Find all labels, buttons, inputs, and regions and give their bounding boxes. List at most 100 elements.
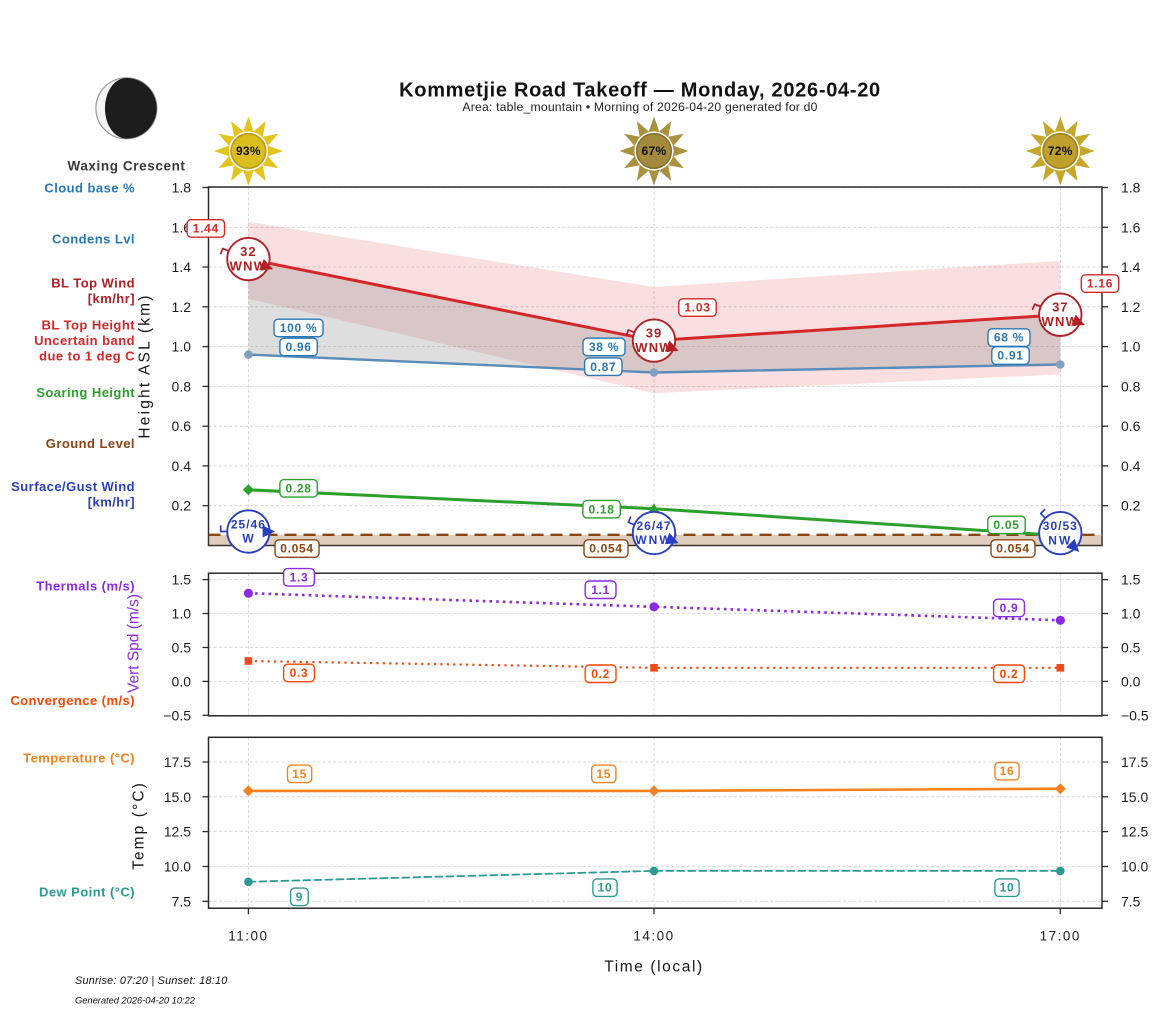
svg-text:1.4: 1.4 bbox=[1121, 259, 1141, 275]
svg-text:1.4: 1.4 bbox=[172, 259, 192, 275]
svg-text:0.0: 0.0 bbox=[1121, 673, 1141, 689]
svg-text:0.9: 0.9 bbox=[1000, 601, 1019, 615]
svg-text:0.96: 0.96 bbox=[286, 340, 312, 354]
svg-text:0.91: 0.91 bbox=[997, 349, 1023, 363]
svg-text:10: 10 bbox=[598, 881, 613, 895]
svg-text:0.6: 0.6 bbox=[1121, 418, 1141, 434]
svg-text:32: 32 bbox=[240, 244, 256, 259]
svg-text:38 %: 38 % bbox=[589, 340, 619, 354]
svg-text:10: 10 bbox=[1000, 881, 1015, 895]
svg-text:Time (local): Time (local) bbox=[604, 959, 704, 976]
svg-text:0.5: 0.5 bbox=[1121, 640, 1141, 656]
svg-text:30/53: 30/53 bbox=[1043, 519, 1078, 533]
svg-text:7.5: 7.5 bbox=[1121, 893, 1141, 909]
svg-text:1.5: 1.5 bbox=[1121, 572, 1141, 588]
svg-text:15: 15 bbox=[596, 767, 611, 781]
svg-text:1.0: 1.0 bbox=[1121, 606, 1141, 622]
svg-text:26/47: 26/47 bbox=[636, 519, 671, 533]
svg-text:16: 16 bbox=[1000, 764, 1015, 778]
svg-text:0.87: 0.87 bbox=[590, 360, 616, 374]
svg-text:1.03: 1.03 bbox=[684, 301, 710, 315]
svg-text:1.2: 1.2 bbox=[1121, 299, 1141, 315]
svg-text:15.0: 15.0 bbox=[164, 789, 191, 805]
svg-text:0.8: 0.8 bbox=[1121, 378, 1141, 394]
svg-text:0.8: 0.8 bbox=[172, 378, 192, 394]
svg-text:Sunrise: 07:20 | Sunset: 18:10: Sunrise: 07:20 | Sunset: 18:10 bbox=[75, 975, 228, 987]
svg-text:Temperature (°C): Temperature (°C) bbox=[23, 751, 135, 766]
svg-text:68 %: 68 % bbox=[994, 331, 1024, 345]
svg-text:[km/hr]: [km/hr] bbox=[88, 291, 135, 306]
svg-text:39: 39 bbox=[646, 325, 662, 340]
svg-text:1.16: 1.16 bbox=[1087, 277, 1113, 291]
svg-text:Height ASL (km): Height ASL (km) bbox=[137, 293, 154, 438]
svg-text:12.5: 12.5 bbox=[1121, 824, 1148, 840]
svg-text:0.0: 0.0 bbox=[172, 673, 192, 689]
svg-text:Temp (°C): Temp (°C) bbox=[131, 781, 148, 870]
svg-text:WNW: WNW bbox=[635, 340, 673, 355]
svg-text:WNW: WNW bbox=[635, 533, 672, 547]
svg-text:Dew Point (°C): Dew Point (°C) bbox=[39, 885, 135, 900]
svg-text:1.44: 1.44 bbox=[193, 222, 219, 236]
svg-text:1.6: 1.6 bbox=[172, 219, 192, 235]
svg-text:1.0: 1.0 bbox=[172, 606, 192, 622]
svg-text:0.4: 0.4 bbox=[172, 458, 192, 474]
svg-text:15.0: 15.0 bbox=[1121, 789, 1148, 805]
svg-text:72%: 72% bbox=[1048, 144, 1073, 158]
svg-text:17:00: 17:00 bbox=[1040, 929, 1081, 944]
svg-text:12.5: 12.5 bbox=[164, 824, 191, 840]
svg-text:WNW: WNW bbox=[230, 258, 268, 273]
svg-text:0.6: 0.6 bbox=[172, 418, 192, 434]
svg-text:1.5: 1.5 bbox=[172, 572, 192, 588]
svg-text:37: 37 bbox=[1052, 300, 1068, 315]
svg-text:Thermals (m/s): Thermals (m/s) bbox=[36, 579, 135, 594]
svg-text:Uncertain band: Uncertain band bbox=[34, 333, 135, 348]
svg-text:1.3: 1.3 bbox=[290, 571, 309, 585]
svg-text:NW: NW bbox=[1048, 533, 1072, 547]
svg-text:WNW: WNW bbox=[1042, 314, 1080, 329]
svg-text:0.2: 0.2 bbox=[172, 498, 192, 514]
svg-text:Cloud base %: Cloud base % bbox=[44, 181, 135, 196]
svg-text:Ground Level: Ground Level bbox=[46, 436, 135, 451]
svg-text:Area: table_mountain • Morning: Area: table_mountain • Morning of 2026-0… bbox=[462, 100, 817, 114]
svg-text:Condens Lvl: Condens Lvl bbox=[52, 231, 135, 246]
svg-text:14:00: 14:00 bbox=[633, 929, 674, 944]
svg-text:15: 15 bbox=[292, 767, 307, 781]
svg-text:9: 9 bbox=[296, 890, 303, 904]
svg-text:0.28: 0.28 bbox=[286, 482, 312, 496]
svg-text:67%: 67% bbox=[642, 144, 667, 158]
svg-text:1.0: 1.0 bbox=[1121, 339, 1141, 355]
svg-text:[km/hr]: [km/hr] bbox=[88, 495, 135, 510]
svg-text:1.1: 1.1 bbox=[591, 583, 610, 597]
svg-text:0.2: 0.2 bbox=[1121, 498, 1141, 514]
svg-text:0.2: 0.2 bbox=[1000, 667, 1019, 681]
svg-text:0.4: 0.4 bbox=[1121, 458, 1141, 474]
svg-text:1.8: 1.8 bbox=[1121, 180, 1141, 196]
svg-text:93%: 93% bbox=[236, 144, 261, 158]
svg-text:−0.5: −0.5 bbox=[163, 707, 191, 723]
svg-text:Surface/Gust Wind: Surface/Gust Wind bbox=[11, 479, 135, 494]
svg-text:0.05: 0.05 bbox=[993, 518, 1019, 532]
svg-text:1.8: 1.8 bbox=[172, 180, 192, 196]
svg-text:Vert Spd (m/s): Vert Spd (m/s) bbox=[126, 594, 143, 693]
svg-text:11:00: 11:00 bbox=[228, 929, 268, 944]
svg-text:17.5: 17.5 bbox=[164, 754, 191, 770]
svg-text:7.5: 7.5 bbox=[172, 893, 192, 909]
svg-text:17.5: 17.5 bbox=[1121, 754, 1148, 770]
svg-text:W: W bbox=[242, 532, 254, 546]
svg-text:−0.5: −0.5 bbox=[1121, 707, 1149, 723]
svg-text:Kommetjie Road Takeoff — Monda: Kommetjie Road Takeoff — Monday, 2026-04… bbox=[399, 80, 881, 102]
svg-text:0.5: 0.5 bbox=[172, 640, 192, 656]
svg-text:0.3: 0.3 bbox=[290, 666, 309, 680]
svg-text:due to 1 deg C: due to 1 deg C bbox=[39, 348, 135, 363]
svg-text:0.054: 0.054 bbox=[996, 542, 1030, 556]
svg-text:0.18: 0.18 bbox=[589, 502, 615, 516]
svg-text:100 %: 100 % bbox=[280, 321, 318, 335]
svg-text:1.2: 1.2 bbox=[172, 299, 192, 315]
svg-text:10.0: 10.0 bbox=[1121, 859, 1148, 875]
svg-text:0.054: 0.054 bbox=[589, 542, 623, 556]
svg-text:Soaring Height: Soaring Height bbox=[36, 385, 135, 400]
svg-text:Convergence (m/s): Convergence (m/s) bbox=[10, 693, 135, 708]
svg-text:1.0: 1.0 bbox=[172, 339, 192, 355]
svg-text:10.0: 10.0 bbox=[164, 859, 191, 875]
svg-text:1.6: 1.6 bbox=[1121, 219, 1141, 235]
